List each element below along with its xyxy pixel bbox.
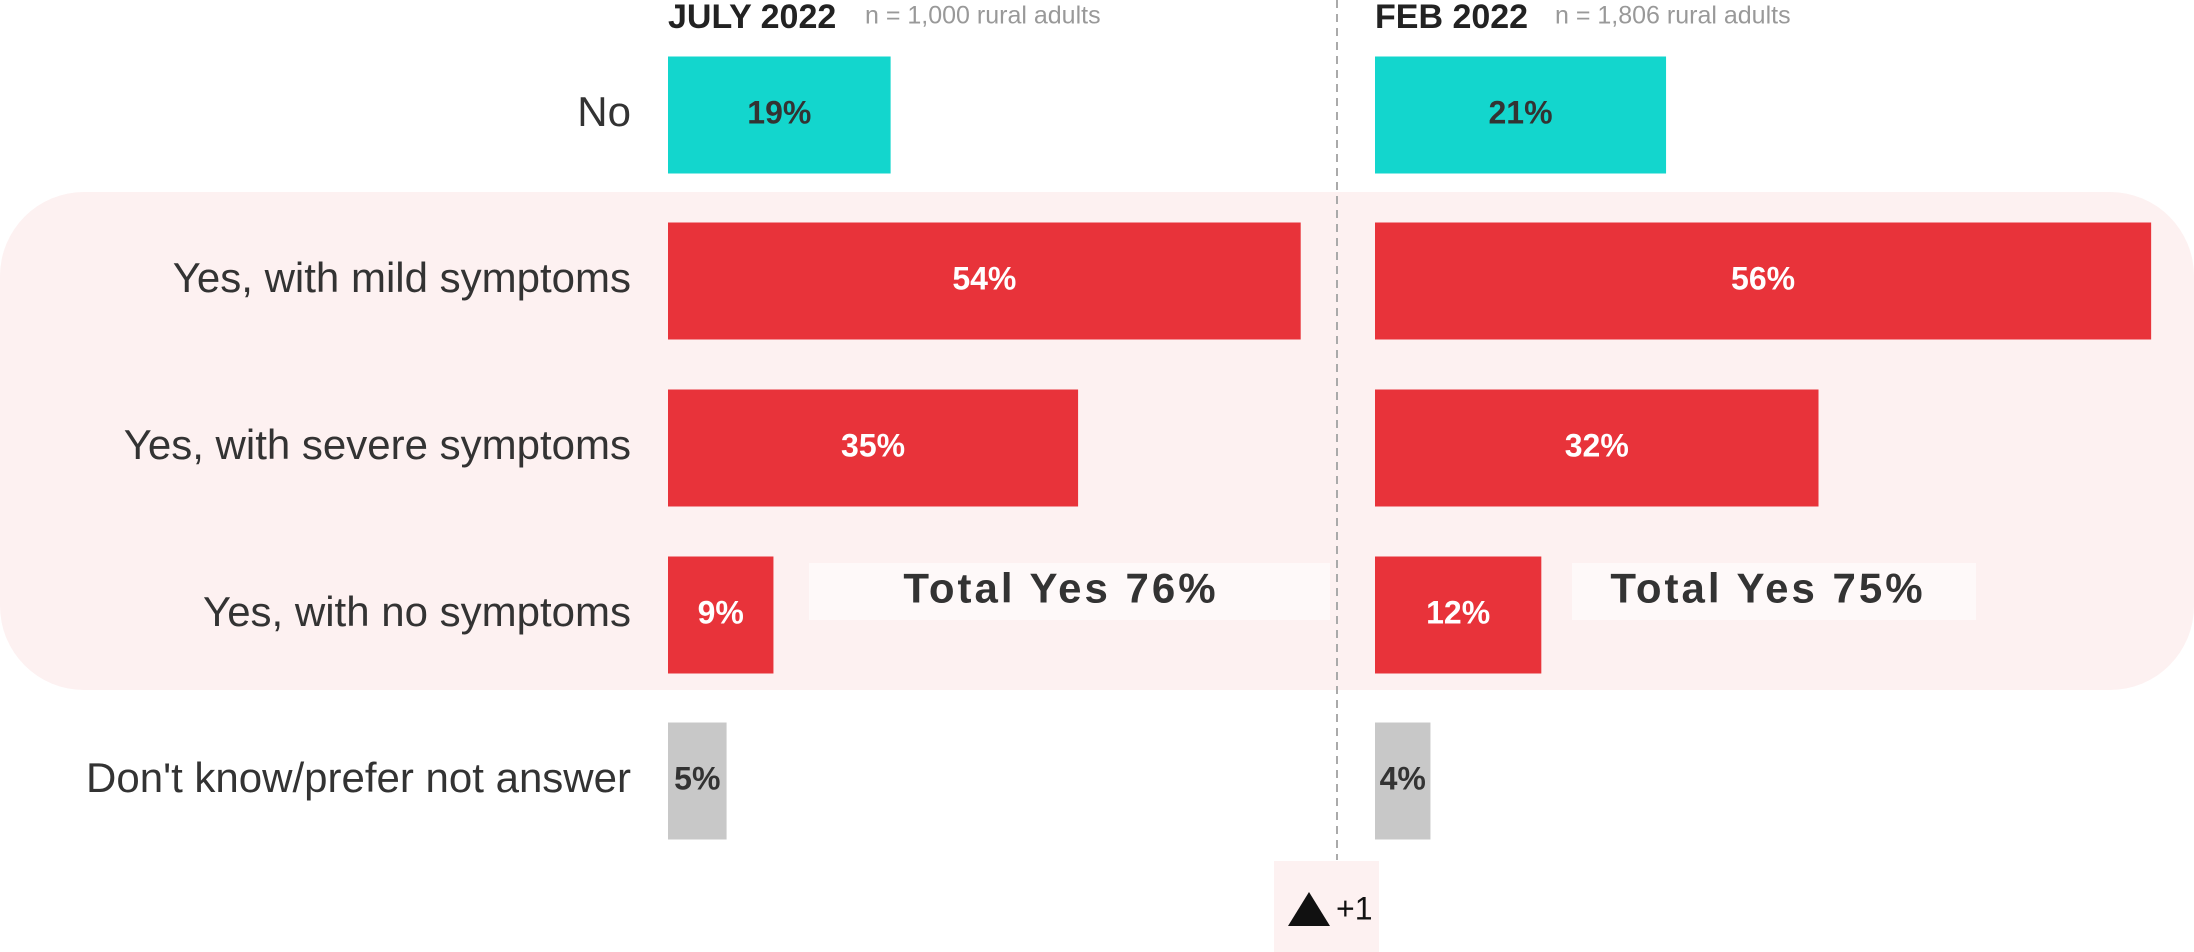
total-box bbox=[1572, 563, 1976, 620]
value-label: 56% bbox=[1731, 260, 1795, 296]
value-label: 12% bbox=[1426, 594, 1490, 630]
category-label: Yes, with no symptoms bbox=[203, 588, 631, 635]
bar bbox=[668, 722, 727, 840]
bar bbox=[1375, 556, 1542, 674]
total-box bbox=[809, 563, 1330, 620]
bar bbox=[668, 56, 891, 174]
change-box bbox=[1274, 861, 1379, 952]
value-label: 19% bbox=[747, 94, 811, 130]
bar bbox=[1375, 56, 1667, 174]
panel-title: JULY 2022 bbox=[668, 0, 836, 36]
bar bbox=[1375, 222, 2152, 340]
bar bbox=[668, 556, 774, 674]
value-label: 4% bbox=[1380, 760, 1426, 796]
bar bbox=[668, 222, 1301, 340]
value-label: 21% bbox=[1489, 94, 1553, 130]
value-label: 54% bbox=[952, 260, 1016, 296]
category-label: No bbox=[577, 88, 631, 135]
category-label: Don't know/prefer not answer bbox=[86, 754, 631, 801]
up-triangle bbox=[1288, 892, 1330, 926]
value-label: 32% bbox=[1565, 427, 1629, 463]
panel-subtitle: n = 1,000 rural adults bbox=[865, 2, 1101, 30]
panel-subtitle: n = 1,806 rural adults bbox=[1555, 2, 1791, 30]
value-label: 9% bbox=[698, 594, 744, 630]
total-label: Total Yes 75% bbox=[1610, 565, 1925, 612]
bar bbox=[1375, 722, 1431, 840]
category-label: Yes, with severe symptoms bbox=[124, 421, 631, 468]
panel-title: FEB 2022 bbox=[1375, 0, 1528, 36]
bar bbox=[1375, 389, 1819, 507]
value-label: 5% bbox=[674, 760, 720, 796]
value-label: 35% bbox=[841, 427, 905, 463]
change-label: +1 bbox=[1336, 890, 1372, 926]
category-label: Yes, with mild symptoms bbox=[173, 254, 631, 301]
total-label: Total Yes 76% bbox=[903, 565, 1218, 612]
bar bbox=[668, 389, 1079, 507]
